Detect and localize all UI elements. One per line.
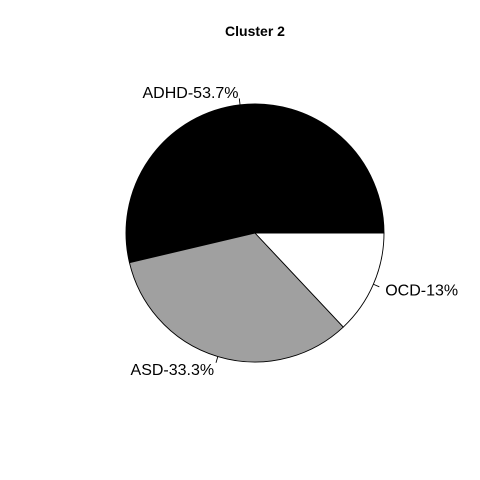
pie-label-adhd: ADHD-53.7% bbox=[143, 85, 239, 102]
pie-slice-asd bbox=[128, 232, 344, 363]
pie-leader-line bbox=[238, 98, 241, 105]
pie-slices bbox=[125, 103, 385, 363]
pie-slice-adhd bbox=[125, 103, 385, 264]
pie-labels: ADHD-53.7% ASD-33.3% OCD-13% bbox=[131, 85, 459, 379]
pie-leader-line bbox=[373, 283, 380, 288]
chart-title: Cluster 2 bbox=[225, 23, 285, 39]
pie-leader-line bbox=[215, 356, 219, 363]
pie-label-asd: ASD-33.3% bbox=[131, 362, 215, 379]
pie-label-ocd: OCD-13% bbox=[385, 282, 458, 299]
